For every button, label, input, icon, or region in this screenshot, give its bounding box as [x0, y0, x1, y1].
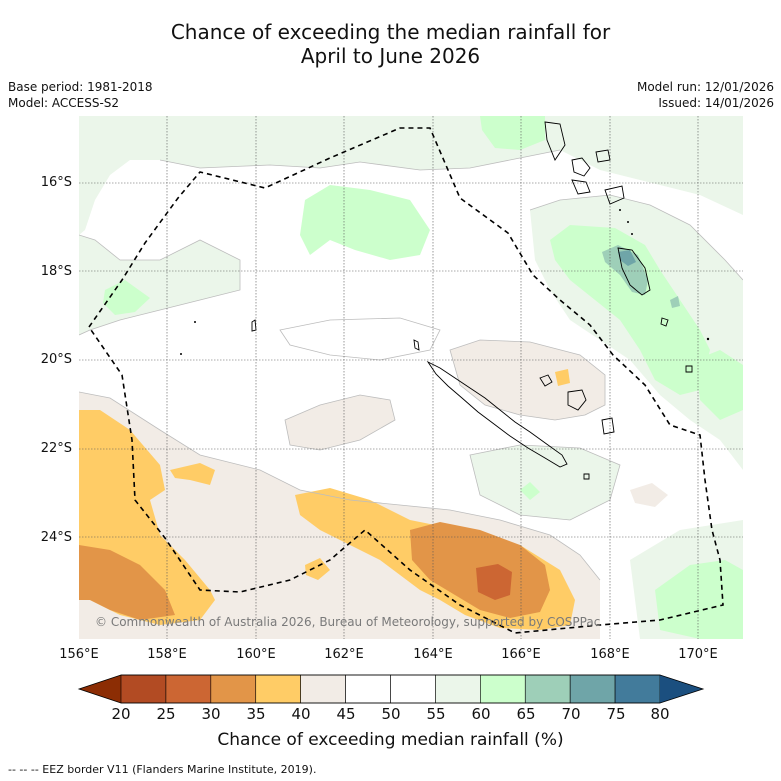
colorbar-bin-c55 — [390, 674, 436, 704]
colorbar — [77, 674, 705, 704]
model-run: Model run: 12/01/2026 — [636, 80, 774, 94]
coastlines — [251, 121, 693, 480]
region-southwest-35 — [79, 545, 175, 620]
region-vanuatu-75 — [618, 250, 636, 266]
cb-label-20: 20 — [111, 705, 131, 723]
colorbar-bin-c70 — [524, 674, 571, 704]
y-tick-18s: 18°S — [40, 264, 72, 279]
wet-area-65 — [103, 116, 743, 639]
colorbar-bin-c30 — [165, 674, 212, 704]
loyalty-island-2 — [567, 389, 587, 411]
region-central-45 — [285, 395, 395, 450]
region-central-south-30 — [476, 564, 512, 600]
title-line-1: Chance of exceeding the median rainfall … — [170, 20, 611, 44]
x-tick-164e: 164°E — [413, 647, 453, 662]
eez-legend: -- -- -- EEZ border V11 (Flanders Marine… — [8, 763, 317, 776]
loyalty-island-3 — [601, 417, 615, 435]
y-tick-24s: 24°S — [40, 530, 72, 545]
cb-label-55: 55 — [426, 705, 446, 723]
colorbar-bin-c65 — [480, 674, 526, 704]
cb-label-80: 80 — [650, 705, 670, 723]
region-north-65 — [480, 116, 545, 150]
cb-label-70: 70 — [561, 705, 581, 723]
cb-label-30: 30 — [201, 705, 221, 723]
torres-islands — [544, 121, 566, 161]
region-south-40 — [305, 558, 330, 580]
cb-label-60: 60 — [471, 705, 491, 723]
title-line-2: April to June 2026 — [300, 44, 481, 68]
x-tick-170e: 170°E — [678, 647, 718, 662]
new-caledonia-outline — [426, 360, 568, 468]
colorbar-bin-c25 — [120, 674, 167, 704]
belep-islands — [413, 339, 420, 351]
y-tick-16s: 16°S — [40, 175, 72, 190]
issued-date: Issued: 14/01/2026 — [658, 96, 774, 110]
cb-label-35: 35 — [246, 705, 266, 723]
region-far-east-65 — [695, 350, 743, 420]
map-area — [79, 116, 743, 639]
base-period: Base period: 1981-2018 — [8, 80, 153, 94]
x-tick-156e: 156°E — [59, 647, 99, 662]
model-name: Model: ACCESS-S2 — [8, 96, 120, 110]
malekula — [571, 179, 591, 195]
region-newcal-east-65 — [520, 482, 540, 500]
eez-border — [88, 127, 724, 634]
region-small-40 — [170, 463, 215, 485]
tanna — [685, 365, 693, 373]
cb-label-50: 50 — [381, 705, 401, 723]
loyalty-island-1 — [539, 374, 553, 387]
chesterfield-reef — [251, 319, 257, 332]
espiritu-santo — [571, 157, 591, 177]
colorbar-bin-c75 — [569, 674, 616, 704]
region-east-newcal-60 — [470, 445, 620, 520]
colorbar-bin-c45 — [300, 674, 346, 704]
region-north-60 — [79, 116, 743, 235]
efate — [604, 185, 625, 205]
colorbar-bin-c50 — [345, 674, 391, 704]
x-tick-166e: 166°E — [501, 647, 541, 662]
cb-label-75: 75 — [606, 705, 626, 723]
colorbar-outline — [77, 674, 705, 704]
cb-label-40: 40 — [291, 705, 311, 723]
colorbar-high-arrow — [660, 675, 703, 703]
colorbar-bin-c40 — [255, 674, 301, 704]
cb-label-25: 25 — [156, 705, 176, 723]
erromango — [660, 317, 669, 327]
grande-terre-vanuatu — [617, 247, 651, 296]
banks-islands — [595, 149, 611, 163]
x-tick-168e: 168°E — [590, 647, 630, 662]
cb-label-45: 45 — [336, 705, 356, 723]
region-west-65 — [103, 280, 150, 315]
y-tick-22s: 22°S — [40, 441, 72, 456]
region-vanuatu-south-70 — [670, 296, 680, 308]
region-vanuatu-65 — [550, 225, 710, 395]
cb-label-65: 65 — [516, 705, 536, 723]
x-tick-158e: 158°E — [147, 647, 187, 662]
x-tick-162e: 162°E — [324, 647, 364, 662]
colorbar-bin-c60 — [435, 674, 481, 704]
region-newcal-east-40 — [555, 369, 570, 386]
colorbar-title: Chance of exceeding median rainfall (%) — [217, 730, 564, 750]
colorbar-bin-c35 — [210, 674, 257, 704]
colorbar-low-arrow — [79, 675, 121, 703]
copyright-notice: © Commonwealth of Australia 2026, Bureau… — [95, 615, 601, 629]
isle-of-pines — [583, 473, 590, 480]
wet-area-70 — [602, 245, 680, 308]
x-tick-160e: 160°E — [236, 647, 276, 662]
small-islands — [180, 209, 710, 355]
region-east-45 — [630, 483, 668, 507]
region-vanuatu-70 — [602, 245, 648, 295]
colorbar-bin-c80 — [614, 674, 661, 704]
y-tick-20s: 20°S — [40, 352, 72, 367]
region-central-north-65 — [300, 185, 430, 260]
